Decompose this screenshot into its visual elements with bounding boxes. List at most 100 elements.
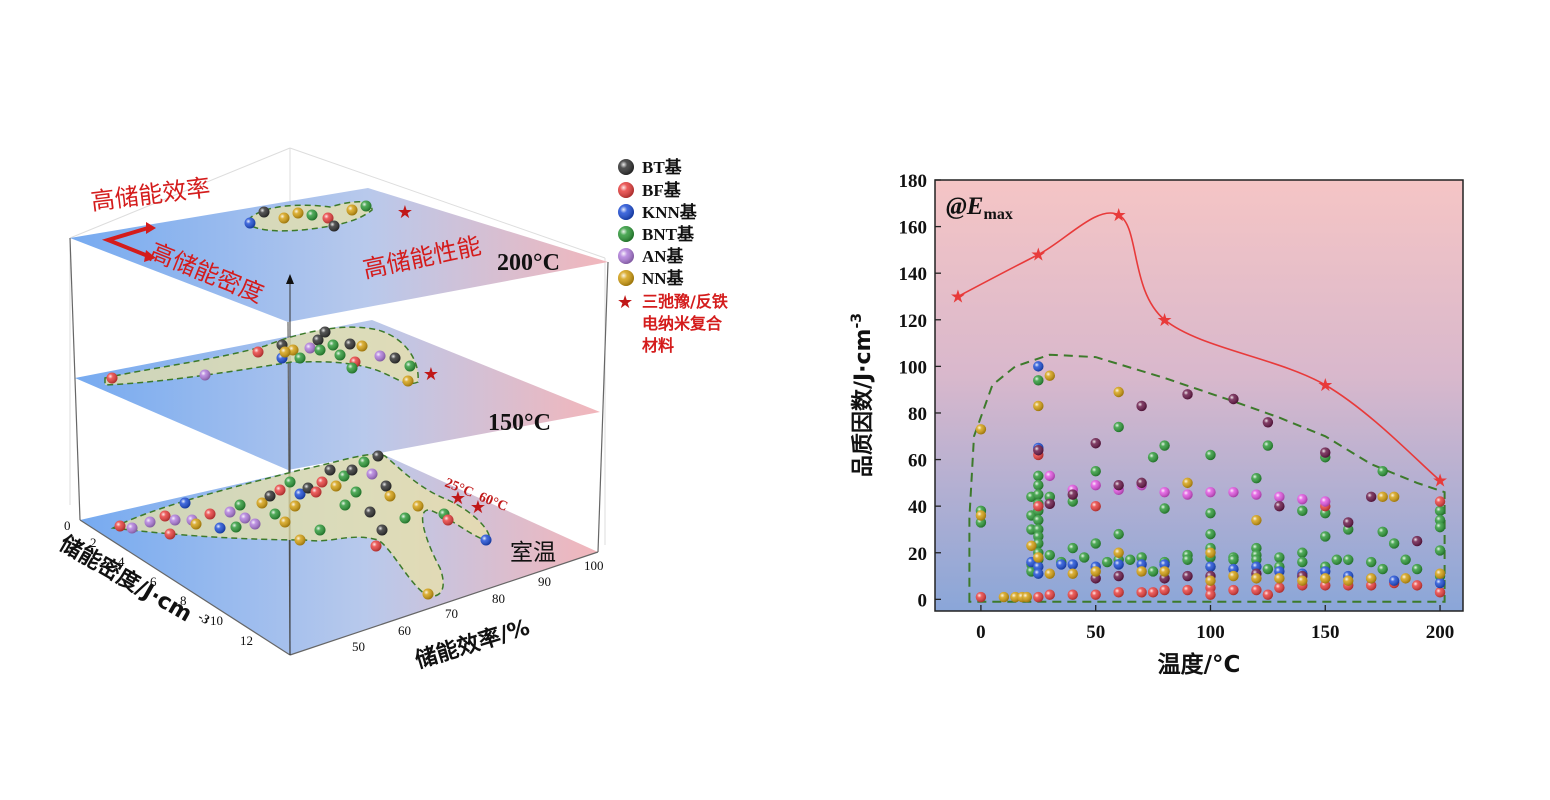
y-tick-label: 180 — [899, 171, 928, 192]
sphere-shine — [324, 464, 336, 476]
sphere-shine — [480, 534, 492, 546]
y-tick-label: 0 — [918, 590, 928, 611]
data-point-shine — [1388, 491, 1400, 503]
data-point-shine — [1411, 535, 1423, 547]
sphere-shine — [404, 360, 416, 372]
sphere-shine — [294, 352, 306, 364]
sphere-shine — [269, 508, 281, 520]
sphere-shine — [374, 350, 386, 362]
sphere-shine — [169, 514, 181, 526]
left-3d-panel: ★ ★ ★ ★ 25°C 60°C 200°C 150°C 室温 高储能效率 高… — [55, 147, 728, 674]
data-point-shine — [1434, 545, 1446, 556]
sphere-shine — [294, 488, 306, 500]
data-region-outline — [968, 353, 1446, 603]
data-point-shine — [1159, 584, 1170, 596]
data-point-shine — [1159, 566, 1170, 577]
layer-label-150c: 150°C — [488, 410, 551, 436]
data-point-shine — [1365, 556, 1377, 568]
star-marker: ★ — [1111, 205, 1127, 225]
x-tick-label: 50 — [1086, 622, 1105, 643]
sphere-shine — [126, 522, 138, 534]
sphere-shine — [360, 200, 372, 212]
sphere-shine — [114, 520, 126, 532]
y-axis-label: 品质因数/J·cm-3 — [849, 313, 876, 477]
data-point-shine — [1113, 587, 1124, 598]
data-point-shine — [1033, 568, 1044, 579]
sphere-shine — [294, 534, 306, 546]
sphere-shine — [306, 209, 318, 221]
star-25c: ★ — [450, 488, 466, 508]
sphere-shine — [322, 212, 334, 224]
sphere-shine — [356, 340, 368, 352]
data-point-shine — [1033, 361, 1044, 372]
annotation-high-efficiency: 高储能效率 — [89, 174, 212, 216]
sphere-shine — [334, 349, 346, 361]
data-point-shine — [1033, 470, 1044, 482]
legend: BT基 BF基 KNN基 BNT基 AN基 NN基 — [617, 157, 728, 355]
data-point-shine — [1205, 589, 1216, 600]
data-point-shine — [1044, 549, 1055, 561]
sphere-shine — [364, 506, 376, 518]
data-point-shine — [1182, 570, 1193, 582]
data-point-shine — [1056, 559, 1067, 570]
series-line — [957, 212, 1441, 482]
sphere-shine — [312, 334, 324, 346]
data-point-shine — [1320, 573, 1331, 584]
data-point-shine — [1113, 559, 1124, 570]
bulk-data-points — [975, 361, 1446, 603]
legend-label-composite: 三弛豫/反铁电纳米复合材料 — [642, 292, 728, 355]
sphere-shine — [376, 524, 388, 536]
data-point-shine — [1136, 566, 1147, 577]
data-point-shine — [1101, 556, 1113, 568]
data-point-shine — [1182, 554, 1193, 565]
sphere-shine — [380, 480, 392, 492]
data-point-shine — [1033, 514, 1044, 526]
data-point-shine — [1365, 573, 1377, 584]
legend-item-composite: ★ 三弛豫/反铁电纳米复合材料 — [617, 292, 728, 355]
data-point-shine — [1434, 568, 1446, 579]
data-point-shine — [1297, 505, 1308, 517]
series-markers: ★ ★ ★ ★ ★ ★ — [950, 205, 1448, 491]
star-marker: ★ — [1432, 471, 1448, 491]
sphere-shine — [314, 524, 326, 536]
data-point-shine — [1251, 473, 1262, 484]
star-marker: ★ — [1030, 245, 1046, 265]
x-axis-label: 温度/°C — [1158, 651, 1241, 678]
data-point-shine — [1228, 393, 1239, 405]
data-point-shine — [1228, 570, 1239, 582]
data-point-shine — [1113, 528, 1124, 540]
layer-label-room-temp: 室温 — [510, 540, 556, 566]
data-point-shine — [1090, 479, 1101, 491]
data-point-shine — [1205, 528, 1216, 540]
star-marker: ★ — [950, 286, 966, 306]
data-point-shine — [1320, 531, 1331, 542]
data-point-shine — [1033, 479, 1044, 491]
data-point-shine — [975, 510, 987, 521]
data-point-shine — [1411, 563, 1423, 575]
data-point-shine — [1033, 500, 1044, 512]
data-point-shine — [1205, 561, 1216, 572]
data-point-shine — [1274, 573, 1285, 584]
density-tick: 8 — [180, 593, 187, 608]
data-point-shine — [1205, 449, 1216, 461]
data-point-shine — [1044, 370, 1055, 381]
data-point-shine — [1251, 573, 1262, 584]
composite-stars: ★ ★ ★ ★ — [397, 202, 486, 517]
data-point-shine — [1297, 547, 1308, 558]
sphere-shine — [442, 514, 454, 526]
sphere-shine — [106, 372, 118, 384]
data-point-shine — [1228, 486, 1239, 498]
star-60c: ★ — [470, 497, 486, 517]
data-point-shine — [1147, 587, 1159, 598]
sample-spheres — [106, 200, 492, 600]
sphere-shine — [179, 497, 191, 509]
y-tick-label: 120 — [899, 311, 928, 332]
legend-item-bf: BF基 — [618, 180, 682, 200]
data-point-shine — [1147, 452, 1159, 463]
sphere-shine — [249, 518, 261, 530]
region-room-temp — [110, 453, 491, 598]
data-point-shine — [975, 424, 987, 435]
data-point-shine — [1297, 493, 1308, 505]
y-tick-label: 60 — [908, 451, 927, 472]
data-point-shine — [1113, 570, 1124, 582]
